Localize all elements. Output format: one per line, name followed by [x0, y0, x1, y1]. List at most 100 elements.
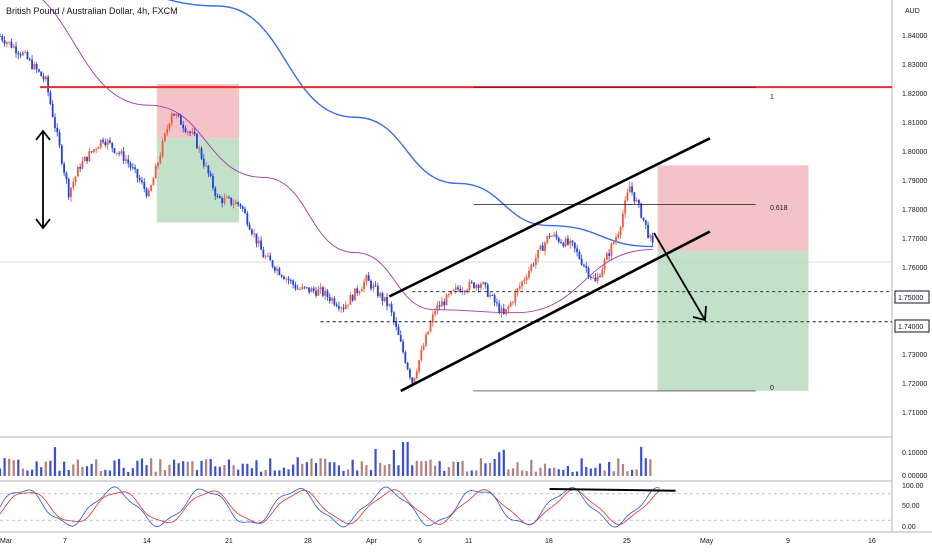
candle-body [120, 151, 123, 154]
volume-bar [379, 462, 382, 476]
volume-bar [191, 461, 194, 476]
candle-body [182, 124, 185, 129]
candle-body [326, 290, 329, 298]
volume-bar [630, 469, 634, 476]
volume-bar [246, 463, 249, 476]
candle-body [24, 52, 27, 53]
candle-body [496, 302, 498, 304]
candle-body [115, 152, 118, 154]
candle-body [168, 123, 171, 129]
volume-bar [525, 471, 528, 476]
candle-body [166, 128, 169, 134]
candle-body [198, 148, 201, 149]
candle-body [3, 40, 6, 44]
volume-bar [35, 461, 38, 476]
stochastic-oscillator [0, 486, 892, 528]
price-tick-182: 1.82000 [902, 91, 927, 98]
drawings[interactable] [35, 86, 892, 393]
volume-bar [530, 459, 533, 476]
candle-body [569, 240, 572, 245]
volume-bar [461, 460, 464, 476]
candle-body [315, 290, 317, 296]
candle-body [170, 113, 173, 124]
candle-body [589, 276, 592, 278]
candle-body [518, 286, 521, 289]
volume-bar [635, 469, 638, 476]
volume-bar [237, 469, 240, 476]
candle-body [612, 242, 615, 244]
volume-bar [269, 458, 272, 476]
price-axis[interactable]: AUD 1.84000 1.83000 1.82000 1.81000 1.80… [894, 8, 930, 531]
candle-body [358, 291, 361, 294]
candle-body [454, 287, 457, 290]
candle-body [67, 179, 70, 198]
price-tick-173: 1.73000 [902, 352, 927, 359]
volume-bar [186, 461, 189, 476]
candle-body [95, 149, 98, 150]
candle-body [131, 167, 134, 169]
volume-bar [273, 470, 276, 476]
candle-body [347, 304, 349, 306]
candle-body [441, 301, 443, 307]
candle-body [404, 352, 407, 363]
candle-body [246, 213, 249, 225]
candle-body [328, 297, 331, 301]
candle-body [583, 264, 585, 267]
candle-body [177, 114, 180, 116]
candle-body [118, 152, 120, 154]
candle-body [418, 360, 420, 372]
candle-body [8, 41, 11, 43]
candle-body [60, 145, 63, 164]
candle-body [303, 286, 306, 288]
candle-body [12, 46, 15, 48]
candle-body [406, 362, 409, 370]
candle-body [141, 180, 143, 183]
candle-body [422, 345, 425, 350]
candle-body [512, 302, 514, 304]
candle-body [370, 280, 372, 289]
candle-body [608, 253, 611, 256]
volume-bar [63, 461, 66, 476]
volume-bar [163, 469, 166, 476]
candle-body [509, 302, 512, 307]
candle-body [244, 208, 246, 214]
candle-body [15, 46, 17, 54]
candle-body [333, 298, 336, 305]
candle-body [615, 237, 617, 243]
volume-bar [131, 468, 134, 476]
volume-bar [566, 465, 570, 476]
candle-body [234, 202, 237, 205]
volume-bar [76, 459, 79, 476]
candle-body [360, 288, 363, 292]
candle-body [207, 165, 210, 174]
volume-bar [85, 466, 89, 476]
candle-body [541, 245, 544, 251]
position-zones [156, 84, 809, 391]
candle-body [134, 167, 137, 170]
candle-body [143, 182, 146, 189]
volume-bar [351, 459, 354, 476]
volume-bar [488, 462, 492, 476]
candle-body [296, 288, 299, 290]
candle-body [392, 312, 395, 322]
candle-body [356, 288, 359, 294]
candle-body [280, 274, 283, 277]
time-axis[interactable]: Mar 7 14 21 28 Apr 6 11 18 25 May 9 16 [0, 538, 876, 545]
candle-body [354, 288, 356, 301]
candle-body [49, 92, 52, 104]
candle-body [74, 176, 77, 183]
candle-body [514, 292, 517, 303]
volume-bar [383, 465, 386, 476]
candle-body [521, 281, 524, 287]
volume-bar [17, 459, 20, 476]
candle-body [42, 76, 45, 80]
time-tick-25: 25 [623, 538, 631, 545]
candle-body [0, 36, 1, 37]
price-tick-177: 1.77000 [902, 236, 927, 243]
volume-bar [53, 447, 57, 476]
range-arrow-head-bottom [35, 218, 51, 230]
candle-body [340, 307, 343, 309]
volume-bar [278, 470, 281, 476]
